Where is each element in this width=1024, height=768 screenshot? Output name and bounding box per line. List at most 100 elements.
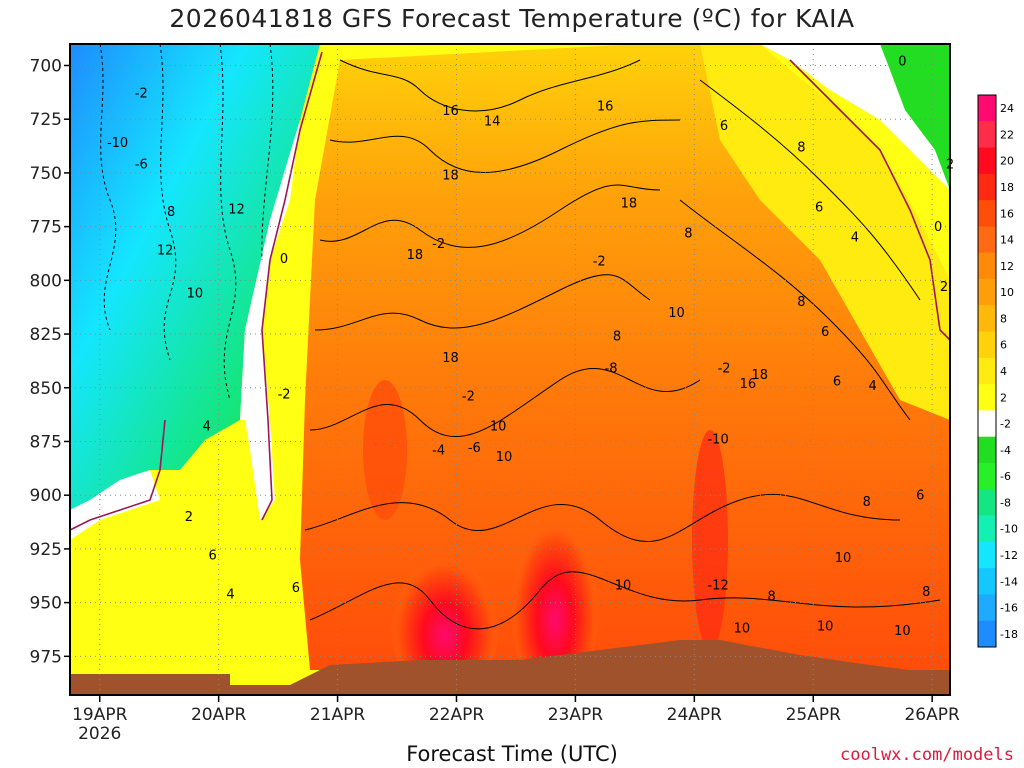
contour-label: -8 — [605, 362, 618, 377]
colorbar-label: -6 — [1000, 470, 1011, 483]
colorbar-label: -14 — [1000, 575, 1018, 588]
contour-label: -2 — [593, 254, 606, 269]
contour-label: 18 — [751, 368, 768, 383]
contour-label: 8 — [767, 589, 775, 604]
contour-label: 8 — [684, 226, 692, 241]
contour-label: 6 — [815, 201, 823, 216]
chart-title: 2026041818 GFS Forecast Temperature (ºC)… — [169, 4, 855, 33]
x-tick-label: 23APR — [548, 705, 604, 725]
contour-label: 2 — [946, 158, 954, 173]
colorbar-label: 12 — [1000, 260, 1014, 273]
contour-label: 10 — [734, 622, 751, 637]
x-tick-label: 19APR — [72, 705, 128, 725]
y-tick-label: 975 — [30, 647, 62, 667]
contour-label: 10 — [835, 551, 852, 566]
colorbar-swatch — [978, 200, 996, 227]
freezing-band-lower — [70, 470, 160, 540]
terrain — [70, 640, 950, 695]
contour-label: 6 — [833, 375, 841, 390]
colorbar-label: 4 — [1000, 365, 1007, 378]
contour-label: -2 — [278, 388, 291, 403]
y-tick-label: 775 — [30, 218, 62, 238]
contour-label: 8 — [797, 140, 805, 155]
colorbar-label: 16 — [1000, 207, 1014, 220]
hot-core-23apr — [510, 500, 600, 695]
contour-label: 6 — [720, 119, 728, 134]
colorbar-label: 18 — [1000, 181, 1014, 194]
colorbar-label: -18 — [1000, 628, 1018, 641]
x-axis: 19APR 20APR 21APR 22APR 23APR 24APR 25APR 26APR… — [72, 695, 960, 744]
green-upper-right — [880, 44, 950, 190]
contour-label: 18 — [621, 196, 638, 211]
colorbar-swatch — [978, 305, 996, 333]
colorbar-swatch — [978, 541, 996, 569]
colorbar-label: -2 — [1000, 418, 1011, 431]
contour-label: 12 — [228, 203, 245, 218]
x-tick-label: 24APR — [667, 705, 723, 725]
contour-label: 2 — [185, 510, 193, 525]
contour-label: -10 — [707, 433, 728, 448]
colorbar-swatch — [978, 95, 996, 122]
contour-label: 18 — [407, 248, 424, 263]
colorbar-swatch — [978, 384, 996, 411]
colorbar-label: 24 — [1000, 102, 1014, 115]
contour-label: 0 — [280, 252, 288, 267]
colorbar-label: -4 — [1000, 444, 1011, 457]
contour-label: 4 — [226, 587, 234, 602]
x-axis-label: Forecast Time (UTC) — [406, 742, 618, 766]
colorbar-swatch — [978, 515, 996, 543]
colorbar-frame — [977, 94, 997, 648]
colorbar-swatch — [978, 279, 996, 306]
colorbar-label: 20 — [1000, 155, 1014, 168]
contour-label: 4 — [203, 420, 211, 435]
x-tick-label: 21APR — [310, 705, 366, 725]
contour-label: 6 — [292, 581, 300, 596]
y-axis: 700 725 750 775 800 825 850 875 900 925 950 975 — [30, 56, 70, 667]
colorbar-label: 10 — [1000, 286, 1014, 299]
y-tick-label: 950 — [30, 594, 62, 614]
contour-label: -2 — [432, 237, 445, 252]
colorbar: 24 22 20 18 16 14 12 10 8 6 4 2 -2 -4 -6 -8 -10 -12 -14 -16… — [977, 94, 1018, 648]
contour-label: -6 — [135, 158, 148, 173]
colorbar-swatch — [978, 226, 996, 254]
contour-label: -12 — [707, 579, 728, 594]
y-tick-label: 850 — [30, 379, 62, 399]
y-tick-label: 825 — [30, 325, 62, 345]
x-tick-label: 20APR — [191, 705, 247, 725]
contour-label: 0 — [898, 54, 906, 69]
credit-link[interactable]: coolwx.com/models — [840, 745, 1014, 765]
contour-lines — [304, 59, 941, 630]
negative-contours — [99, 44, 274, 401]
contour-label: 10 — [668, 306, 685, 321]
contour-label: 12 — [157, 244, 174, 259]
colorbar-label: -16 — [1000, 602, 1018, 615]
contour-label: 0 — [934, 220, 942, 235]
contour-label: -2 — [135, 87, 148, 102]
y-tick-label: 900 — [30, 486, 62, 506]
contour-label: 8 — [863, 495, 871, 510]
x-tick-label: 26APR — [904, 705, 960, 725]
colorbar-label: 8 — [1000, 312, 1007, 325]
contour-label: 18 — [442, 168, 459, 183]
contour-label: -4 — [432, 443, 445, 458]
hot-core-21apr — [363, 380, 407, 520]
colorbar-swatch — [978, 331, 996, 359]
colorbar-swatch — [978, 489, 996, 517]
hot-core-24apr — [692, 430, 728, 650]
contour-label: 18 — [442, 351, 459, 366]
contour-label: 10 — [187, 287, 204, 302]
contour-label: 14 — [484, 115, 501, 130]
contour-label: 8 — [797, 295, 805, 310]
contour-label: 6 — [916, 488, 924, 503]
x-tick-sublabel: 2026 — [78, 724, 121, 744]
colorbar-label: 22 — [1000, 128, 1014, 141]
yellow-upper-right — [700, 44, 950, 420]
y-tick-label: 725 — [30, 110, 62, 130]
colorbar-swatch — [978, 594, 996, 622]
contour-label: 6 — [821, 325, 829, 340]
colorbar-label: 6 — [1000, 339, 1007, 352]
x-tick-label: 22APR — [429, 705, 485, 725]
colorbar-label: -10 — [1000, 523, 1018, 536]
